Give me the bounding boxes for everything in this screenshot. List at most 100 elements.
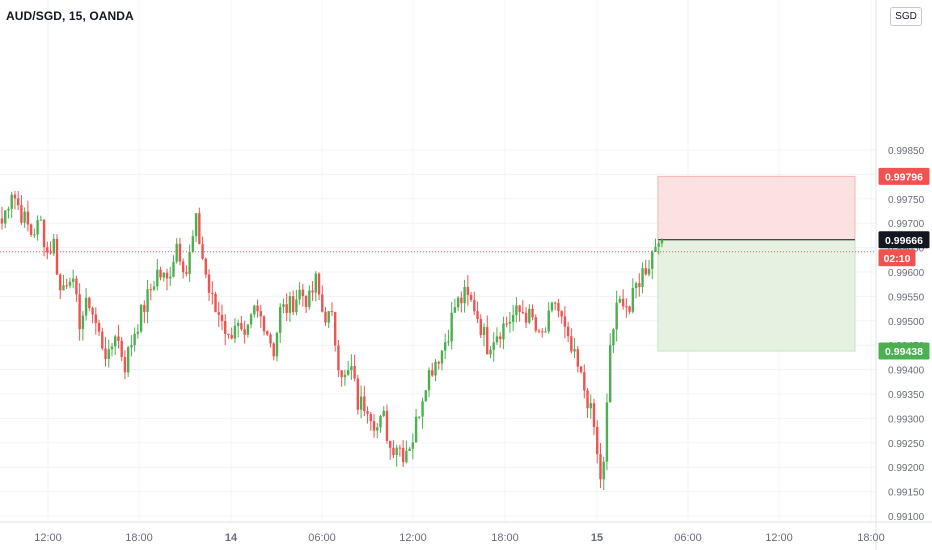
y-tick-label: 0.99150 [888, 488, 925, 499]
candle-body [421, 401, 424, 417]
symbol-title[interactable]: AUD/SGD, 15, OANDA [6, 9, 134, 23]
candle-body [253, 305, 256, 315]
candle-body [4, 210, 7, 224]
candle-body [592, 403, 596, 427]
take-profit-zone[interactable] [657, 239, 856, 352]
candle-body [479, 319, 482, 335]
x-tick-label: 12:00 [765, 532, 793, 544]
candle-body [647, 268, 651, 275]
countdown-tag-text: 02:10 [884, 253, 911, 265]
candle-body [20, 205, 23, 223]
y-tick-label: 0.99200 [888, 463, 925, 474]
candle-body [311, 290, 314, 293]
candle-body [369, 413, 372, 422]
candle-body [16, 198, 20, 206]
candle-body [282, 304, 285, 307]
candle-body [324, 311, 327, 323]
candle-body [327, 311, 330, 323]
candle-body [486, 327, 489, 355]
candle-body [288, 296, 292, 313]
stop-loss-zone[interactable] [657, 175, 856, 241]
candle-body [651, 251, 654, 269]
candle-body [563, 316, 567, 327]
candle-body [29, 224, 33, 235]
candle-body [201, 244, 204, 259]
candle-body [521, 312, 525, 314]
candle-body [586, 390, 589, 409]
candle-body [625, 306, 628, 308]
y-tick-label: 0.99250 [888, 439, 925, 450]
candle-body [317, 273, 321, 295]
candle-body [414, 416, 418, 443]
candle-body [13, 194, 17, 199]
candle-body [363, 396, 366, 412]
candle-body [266, 331, 269, 335]
candle-body [350, 366, 353, 371]
candle-body [334, 312, 337, 346]
candle-body [130, 345, 133, 348]
candle-body [644, 268, 647, 275]
candle-body [211, 292, 214, 294]
candle-body [227, 333, 230, 335]
candle-body [382, 410, 385, 417]
candle-body [576, 349, 580, 367]
candle-body [172, 261, 175, 277]
candle-body [191, 236, 195, 252]
candle-body [26, 211, 30, 225]
currency-badge[interactable]: SGD [890, 7, 922, 26]
candle-body [599, 454, 602, 480]
candle-body [453, 307, 457, 313]
candle-body [279, 306, 282, 333]
candle-body [169, 276, 172, 279]
candle-body [224, 321, 227, 334]
candle-body [233, 325, 237, 339]
y-tick-label: 0.99350 [888, 390, 925, 401]
position-zones[interactable] [657, 175, 856, 352]
time-axis[interactable]: 12:00 18:00 14 06:00 12:00 18:00 15 06:00 12:00 1… [0, 521, 932, 544]
candle-body [204, 258, 208, 275]
y-tick-label: 0.99500 [888, 317, 925, 328]
candle-body [638, 283, 641, 287]
candle-body [175, 243, 178, 262]
candle-body [392, 447, 395, 456]
candle-body [469, 294, 473, 300]
candle-body [418, 416, 421, 418]
price-axis[interactable]: 0.998500.998000.997500.997000.996500.996… [875, 0, 925, 550]
last-price-tag-bg [878, 231, 930, 249]
candle-body [207, 274, 211, 293]
candle-body [570, 336, 573, 352]
candle-body [165, 272, 169, 279]
candle-body [634, 283, 638, 289]
candle-body [88, 297, 91, 309]
candle-body [602, 461, 605, 480]
candle-body [376, 427, 379, 431]
candle-body [275, 332, 279, 357]
candle-body [214, 293, 217, 313]
candle-body [541, 331, 544, 333]
candle-body [110, 346, 114, 350]
candle-body [660, 239, 664, 244]
candle-body [136, 331, 140, 334]
countdown-tag-bg [878, 249, 916, 267]
candle-body [583, 372, 586, 391]
candle-body [42, 219, 46, 248]
candle-body [524, 312, 528, 323]
candle-body [55, 238, 59, 275]
candle-body [615, 302, 618, 330]
candle-body [544, 331, 547, 333]
candles [0, 190, 664, 491]
candle-body [159, 269, 162, 278]
target-price-tag-text: 0.99438 [885, 346, 923, 358]
last-price-tag-text: 0.99666 [885, 235, 923, 247]
candle-body [220, 314, 224, 322]
y-tick-label: 0.99550 [888, 292, 925, 303]
candle-body [531, 308, 534, 318]
candle-body [401, 447, 405, 463]
candle-body [321, 294, 324, 312]
candle-body [256, 305, 259, 312]
candle-body [314, 273, 317, 293]
candle-body [557, 303, 560, 312]
candle-body [298, 289, 301, 300]
